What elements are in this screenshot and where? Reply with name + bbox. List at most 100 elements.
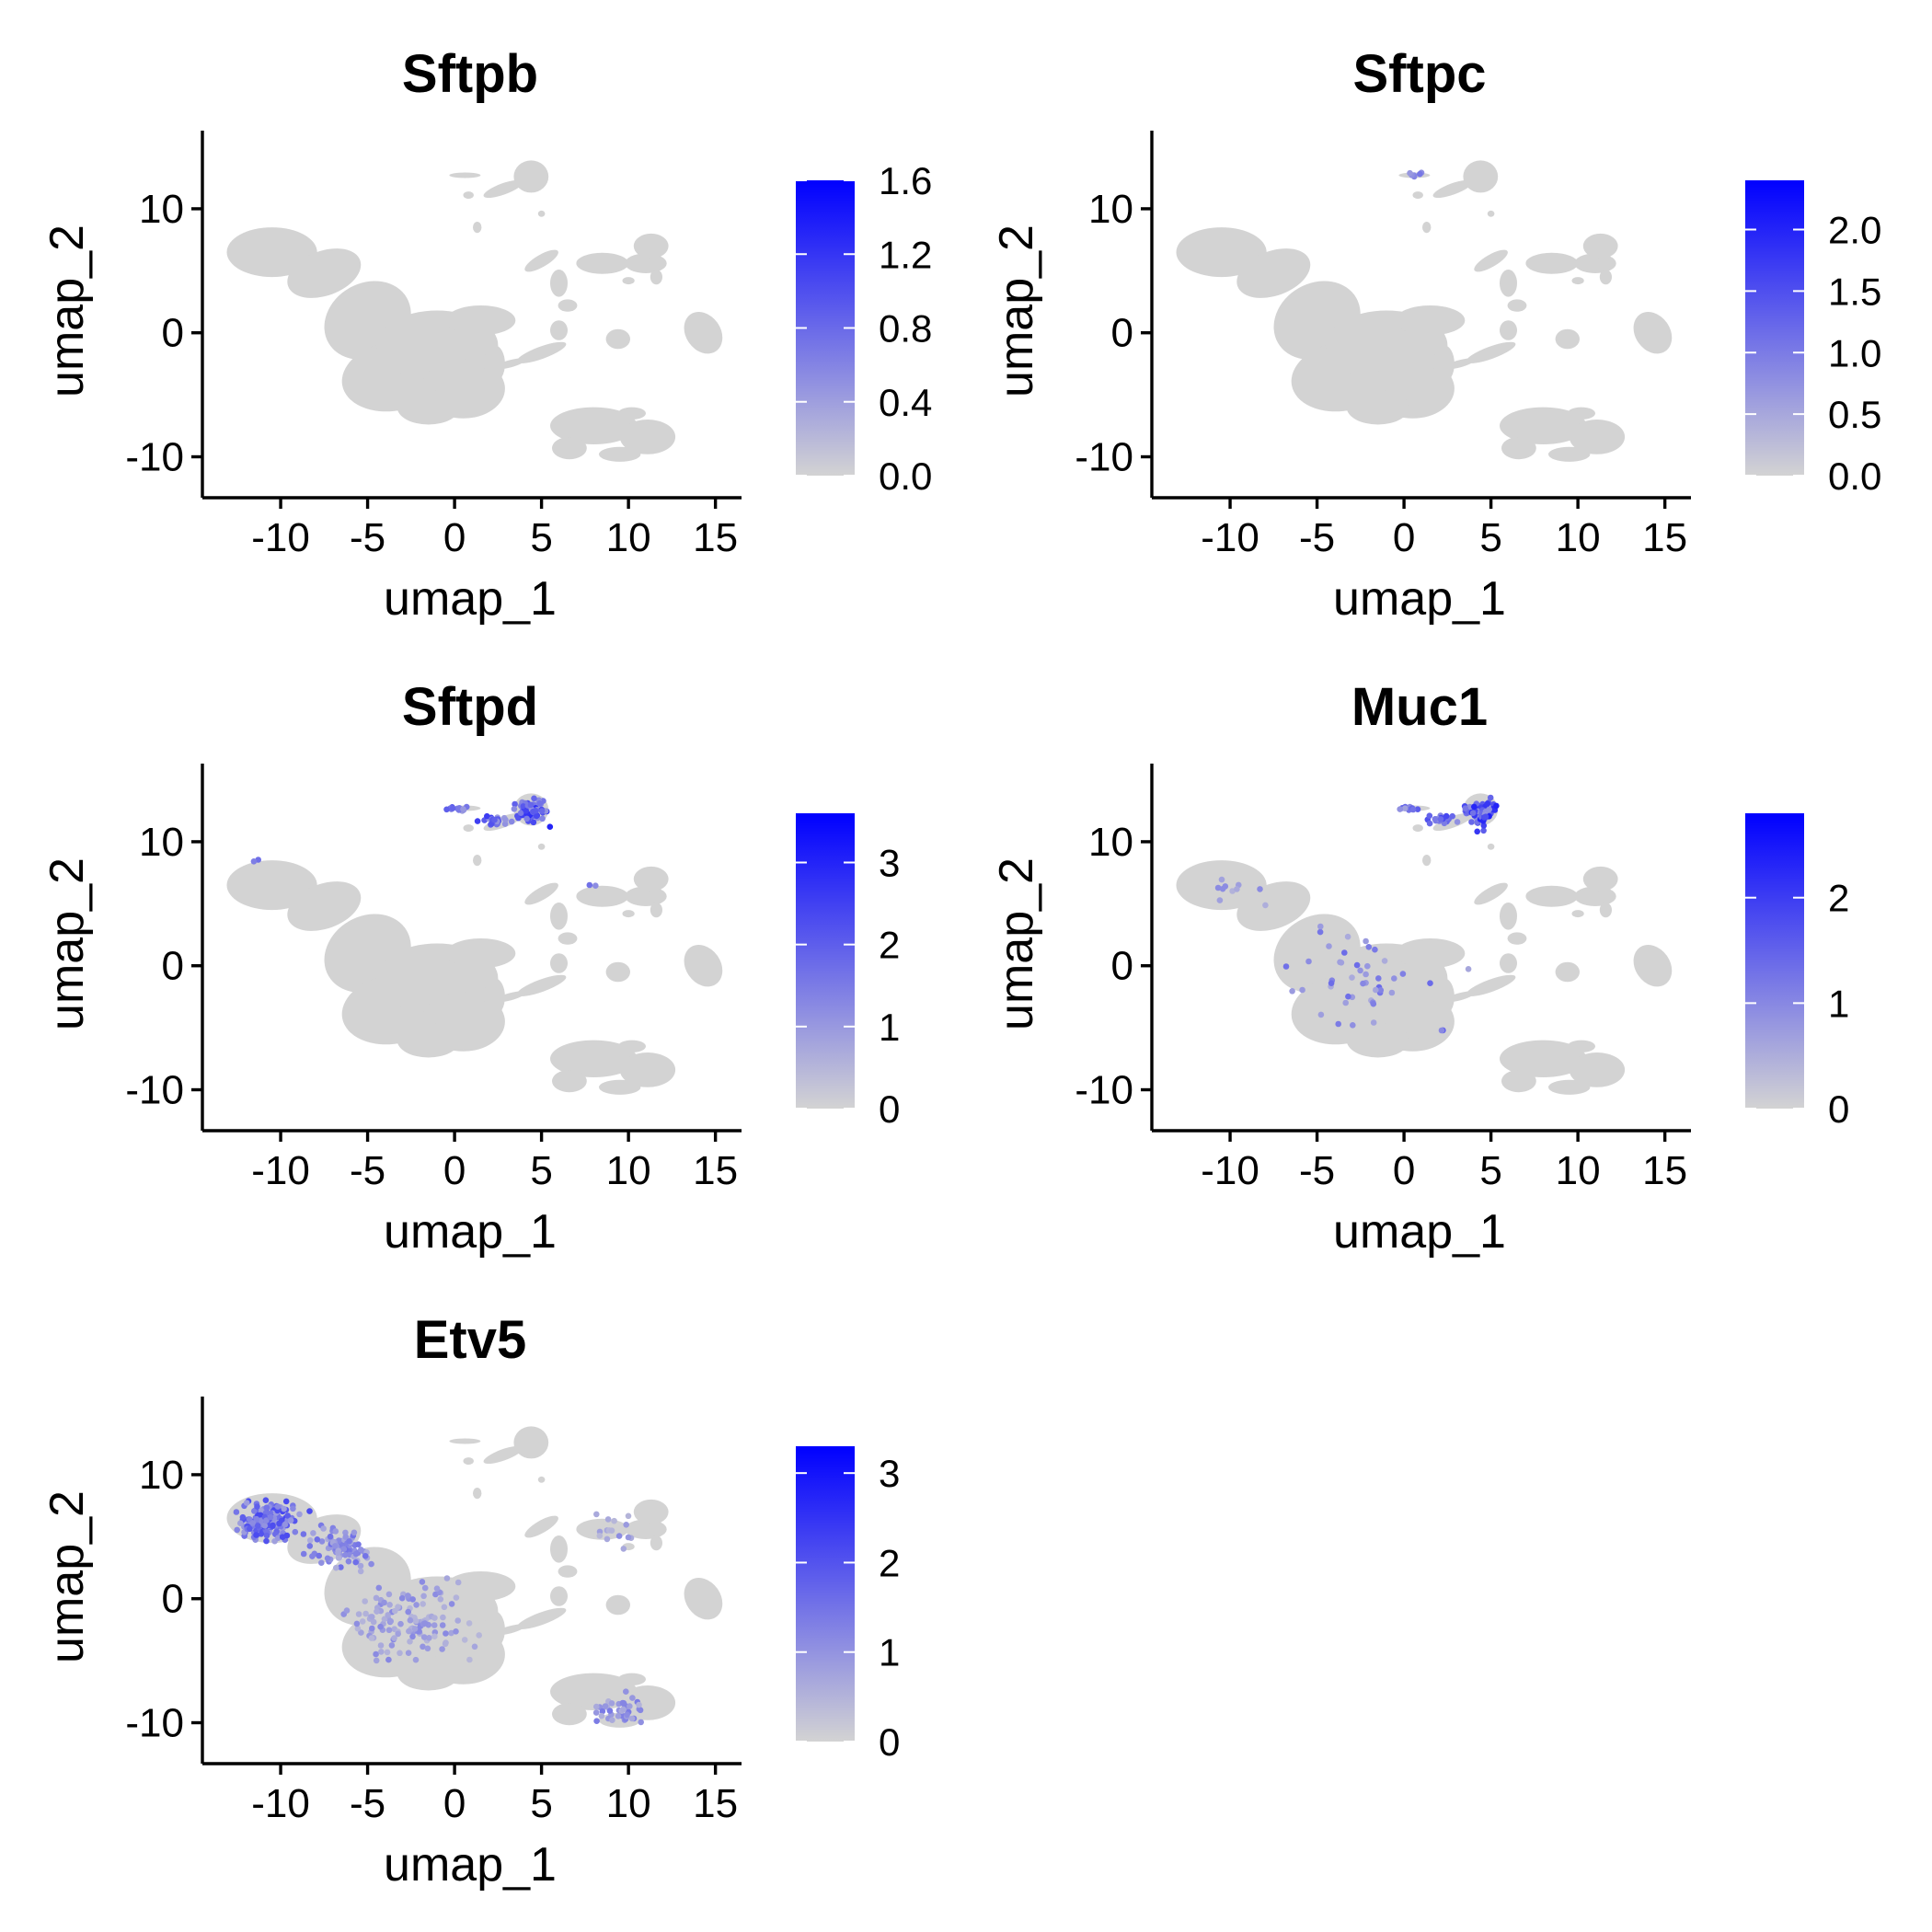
cell-point: [1469, 810, 1477, 816]
cell-cluster-17: [558, 1565, 578, 1578]
cell-cluster-15: [1474, 882, 1508, 905]
colorbar-gradient: [796, 1446, 855, 1742]
cell-cluster-7: [445, 305, 516, 336]
cell-point: [448, 1601, 455, 1607]
cell-point: [281, 1505, 287, 1512]
cell-point: [476, 1632, 482, 1639]
cell-point: [381, 1616, 388, 1623]
cell-cluster-27: [1633, 945, 1673, 987]
cell-point: [387, 1617, 395, 1625]
cell-point: [619, 1699, 627, 1707]
cell-cluster-25: [550, 1586, 568, 1606]
y-tick-label: 0: [162, 311, 184, 356]
cell-point: [431, 1615, 438, 1621]
cell-point: [385, 1591, 393, 1598]
cell-point: [395, 1630, 402, 1638]
x-tick-label: -5: [1299, 1148, 1335, 1193]
cell-point: [593, 1511, 600, 1518]
cell-point: [1257, 886, 1263, 892]
cell-cluster-15: [524, 882, 558, 905]
cell-point: [1449, 812, 1455, 820]
cell-point: [255, 1523, 261, 1529]
panel-muc1: Muc1 -10 -5 0 5 10 15 -10 0 10 umap_1 umap_2 0 1 2: [990, 677, 1849, 1259]
y-tick-label: 10: [1088, 820, 1133, 865]
cell-point: [359, 1618, 366, 1625]
cell-point: [611, 1517, 617, 1524]
cell-cluster-23: [516, 1607, 567, 1629]
y-tick-label: -10: [125, 1068, 184, 1113]
cell-point: [357, 1562, 364, 1570]
cell-point: [636, 1701, 642, 1708]
cell-point: [373, 1650, 379, 1658]
colorbar-tick-label: 0: [879, 1720, 900, 1764]
cell-point: [1484, 800, 1491, 807]
colorbar-tick-label: 3: [879, 1452, 900, 1495]
x-tick-label: -10: [251, 1781, 310, 1826]
cell-point: [411, 1626, 419, 1632]
cell-point: [615, 1533, 623, 1539]
cell-point: [274, 1503, 282, 1510]
cell-point: [405, 1608, 412, 1616]
cell-point: [324, 1555, 331, 1562]
cell-cluster-30: [1501, 1070, 1536, 1093]
cell-cluster-14: [1487, 843, 1495, 850]
cell-point: [300, 1550, 307, 1558]
cell-point: [306, 1543, 314, 1549]
y-tick-label: 10: [139, 1453, 184, 1498]
cell-point: [1462, 805, 1469, 811]
cell-cluster-20: [1582, 233, 1618, 259]
cell-cluster-23: [516, 341, 567, 363]
cell-point: [628, 1715, 636, 1722]
cell-point: [1365, 944, 1373, 950]
cell-point: [1417, 170, 1423, 178]
cell-point: [262, 1497, 270, 1503]
cell-cluster-16: [550, 270, 568, 297]
cell-cluster-9: [513, 160, 549, 193]
cell-point: [1468, 819, 1475, 825]
cell-cluster-21: [650, 903, 663, 918]
cell-point: [523, 808, 529, 814]
cell-point: [433, 1585, 441, 1592]
cell-point: [454, 1617, 462, 1624]
cell-cluster-21: [650, 270, 663, 285]
cell-point: [1381, 958, 1388, 964]
y-axis-label: umap_2: [40, 224, 94, 397]
cell-cluster-25: [1500, 953, 1517, 973]
cell-point: [346, 1538, 352, 1545]
cell-cluster-15: [524, 1515, 558, 1538]
cell-point: [413, 1617, 420, 1625]
x-tick-label: 0: [1393, 1148, 1415, 1193]
cell-point: [596, 1533, 604, 1539]
umap-points: [1176, 160, 1673, 462]
cell-cluster-19: [625, 1519, 667, 1539]
cell-point: [398, 1594, 406, 1602]
cell-point: [352, 1558, 360, 1566]
cell-point: [431, 1633, 438, 1639]
cell-point: [1218, 876, 1225, 883]
cell-point: [335, 1549, 341, 1557]
cell-point: [253, 1515, 260, 1523]
cell-point: [620, 1546, 627, 1552]
colorbar-tick-label: 1.5: [1828, 270, 1881, 313]
cell-point: [1214, 884, 1222, 891]
y-tick-label: -10: [1075, 1068, 1133, 1113]
x-tick-label: -10: [1201, 515, 1259, 560]
cell-point: [443, 806, 450, 813]
cell-point: [1262, 902, 1269, 909]
cell-point: [539, 815, 546, 822]
cell-point: [1414, 806, 1421, 812]
cell-point: [627, 1703, 633, 1709]
cell-point: [385, 1656, 392, 1663]
cell-point: [320, 1525, 327, 1532]
cell-point: [263, 1517, 270, 1524]
cell-point: [1219, 885, 1226, 892]
cell-point: [448, 1629, 454, 1637]
cell-cluster-25: [1500, 320, 1517, 340]
cell-point: [1375, 975, 1382, 982]
colorbar-tick-label: 1.0: [1828, 331, 1881, 374]
cell-point: [263, 1504, 270, 1511]
colorbar-tick-label: 2.0: [1828, 209, 1881, 252]
cell-cluster-15: [1474, 249, 1508, 272]
cell-point: [461, 1637, 468, 1643]
